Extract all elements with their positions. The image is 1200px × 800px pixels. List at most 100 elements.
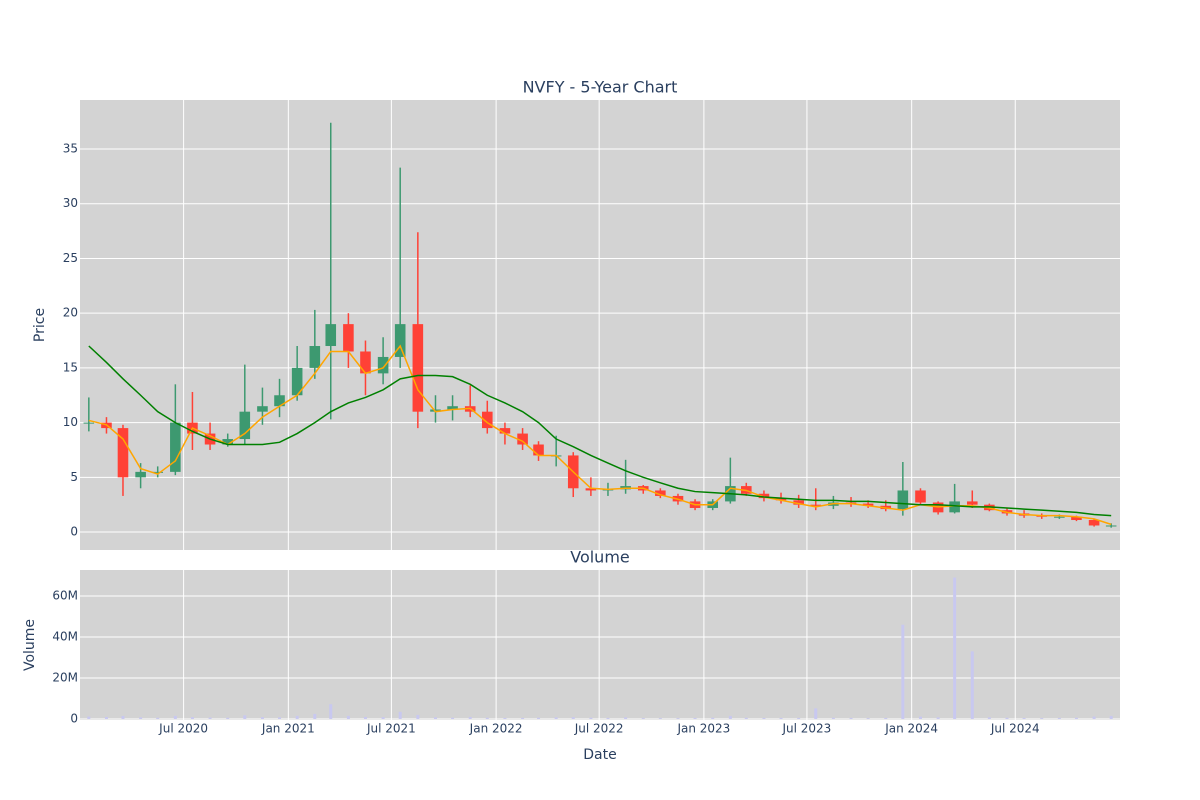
candle-body — [343, 324, 354, 352]
candle-body — [83, 422, 95, 424]
y-tick-label: 5 — [70, 470, 78, 484]
volume-bar — [173, 715, 177, 719]
x-tick-label: Jan 2024 — [884, 722, 938, 736]
volume-bar — [693, 717, 697, 719]
volume-bar — [313, 713, 317, 719]
y-tick-label: 40M — [52, 630, 78, 644]
volume-bar — [398, 711, 402, 719]
volume-bar — [243, 715, 247, 719]
y-tick-label: 10 — [63, 415, 78, 429]
x-tick-label: Jul 2020 — [158, 722, 208, 736]
volume-bar — [121, 715, 125, 719]
volume-bar — [641, 718, 645, 719]
volume-bar — [987, 717, 991, 719]
y-axis-title: Price — [32, 308, 48, 342]
volume-bar — [589, 717, 593, 719]
volume-bar — [485, 717, 489, 719]
volume-bar — [936, 717, 940, 719]
candle-body — [170, 422, 181, 472]
volume-bar — [901, 624, 905, 719]
candle-body — [517, 433, 528, 445]
candle-body — [949, 501, 960, 513]
candle-body — [897, 490, 909, 510]
price-plot-area — [80, 100, 1120, 550]
candle-body — [1105, 525, 1117, 527]
volume-bar — [156, 717, 160, 719]
volume-bar — [278, 717, 282, 719]
volume-bar — [676, 718, 680, 719]
candle-body — [117, 428, 129, 478]
volume-bar — [416, 714, 420, 719]
volume-bar — [433, 717, 437, 719]
x-tick-label: Jan 2021 — [261, 722, 315, 736]
candle-body — [775, 498, 787, 501]
candle-body — [758, 493, 770, 499]
candle-body — [966, 501, 978, 505]
candle-body — [222, 439, 234, 445]
volume-bar — [728, 715, 732, 719]
candle-body — [412, 324, 424, 412]
volume-bar — [1109, 715, 1113, 719]
candle-body — [239, 411, 251, 440]
volume-bar — [329, 704, 333, 719]
chart-title: NVFY - 5-Year Chart — [523, 78, 678, 97]
x-tick-label: Jul 2022 — [574, 722, 624, 736]
volume-bar — [208, 717, 212, 719]
volume-bar — [831, 717, 835, 719]
moving-average-line — [88, 345, 1112, 517]
volume-bar — [1005, 717, 1009, 719]
volume-bar — [797, 717, 801, 719]
candle-body — [257, 406, 268, 412]
volume-bar — [658, 718, 662, 719]
candle-body — [655, 490, 666, 496]
candle-body — [585, 488, 597, 491]
candle-body — [915, 490, 926, 503]
volume-bar — [744, 717, 748, 719]
candle-body — [862, 503, 874, 506]
volume-bar — [1074, 717, 1078, 719]
volume-bar — [953, 577, 957, 719]
y-tick-label: 25 — [63, 251, 78, 265]
volume-bar — [468, 716, 472, 719]
volume-bar — [1057, 717, 1061, 719]
volume-bar — [537, 717, 541, 719]
volume-bar — [849, 717, 853, 719]
candle-body — [810, 504, 822, 506]
volume-bar — [866, 718, 870, 719]
y-tick-label: 0 — [70, 525, 78, 539]
y-tick-label: 0 — [70, 711, 78, 725]
volume-bar — [346, 715, 350, 719]
candle-body — [1071, 516, 1082, 521]
candle-body — [793, 500, 804, 505]
volume-bar — [1092, 716, 1096, 719]
volume-bar — [1040, 718, 1044, 719]
volume-plot-area — [80, 570, 1120, 720]
volume-bar — [363, 716, 367, 719]
volume-bar — [970, 651, 974, 719]
volume-bar — [779, 717, 783, 719]
x-tick-label: Jul 2024 — [990, 722, 1040, 736]
candle-body — [325, 324, 337, 347]
volume-bar — [451, 717, 455, 719]
x-tick-label: Jul 2023 — [781, 722, 831, 736]
volume-bar — [87, 716, 91, 719]
candle-body — [360, 351, 371, 374]
candle-body — [1054, 516, 1065, 518]
volume-axis-title: Volume — [22, 619, 38, 671]
candle-body — [152, 471, 163, 473]
volume-bar — [381, 717, 385, 719]
y-tick-label: 20 — [63, 306, 78, 320]
candle-body — [377, 356, 389, 374]
x-tick-label: Jan 2023 — [676, 722, 730, 736]
moving-average-line — [88, 344, 1112, 526]
y-tick-label: 30 — [63, 196, 78, 210]
x-axis-title: Date — [583, 747, 616, 763]
candle-body — [499, 428, 511, 434]
y-tick-label: 15 — [63, 360, 78, 374]
volume-bar — [554, 717, 558, 719]
volume-bar — [762, 717, 766, 719]
volume-bar — [814, 708, 818, 719]
volume-bar — [918, 716, 922, 719]
candle-body — [274, 395, 285, 407]
